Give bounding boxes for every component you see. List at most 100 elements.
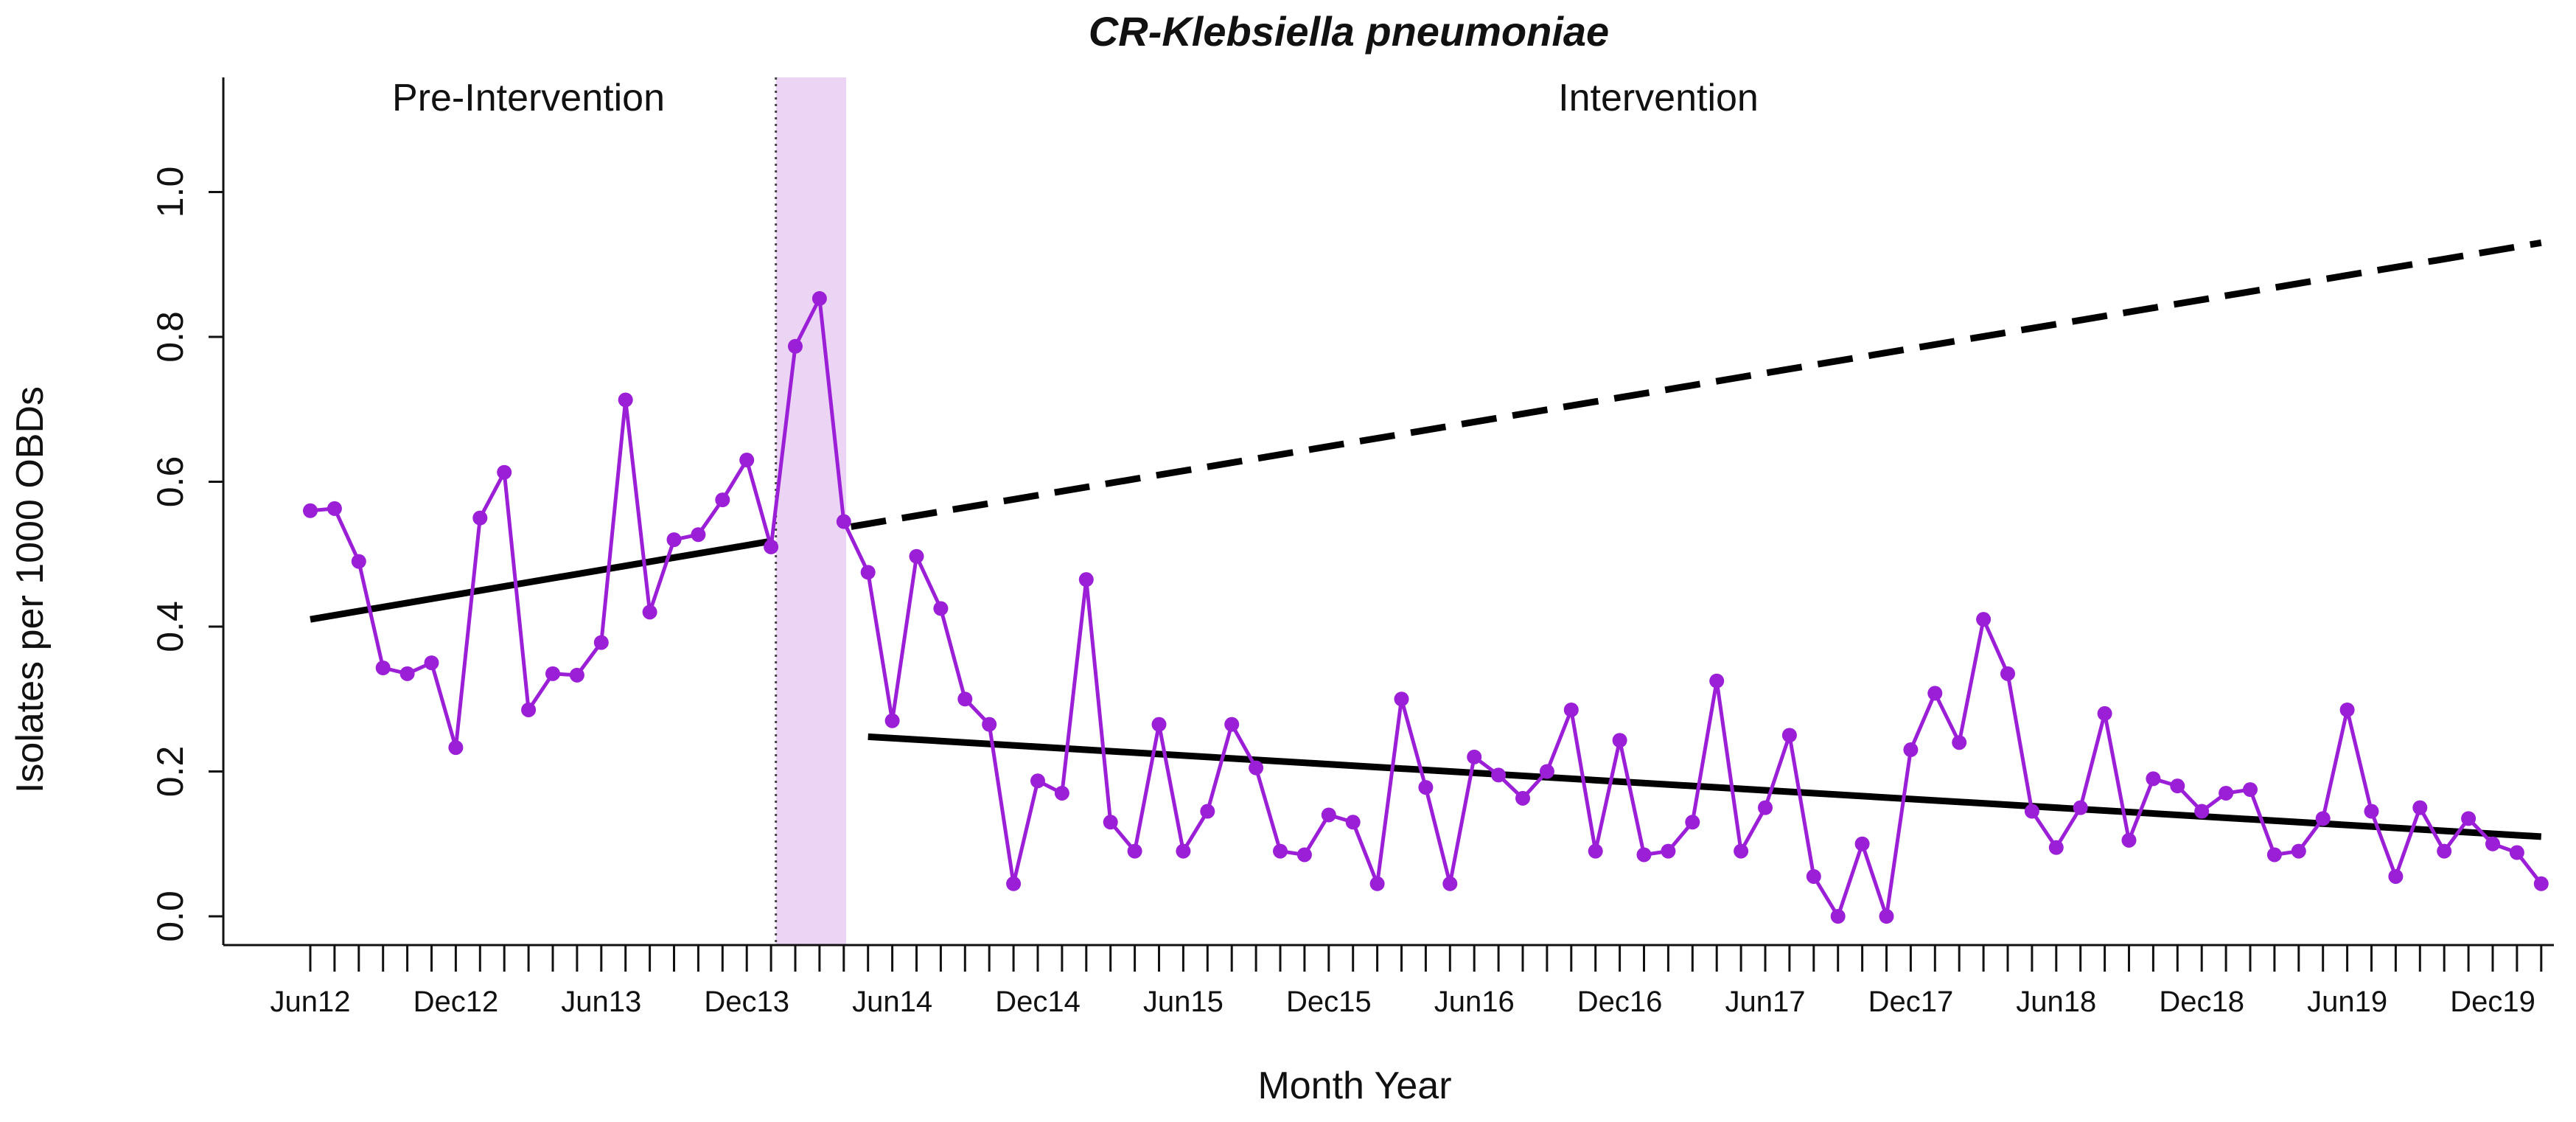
- y-tick-label: 1.0: [150, 167, 191, 218]
- data-point: [1661, 843, 1676, 859]
- data-point: [739, 453, 755, 468]
- data-point: [1903, 742, 1919, 758]
- data-point: [1418, 780, 1434, 795]
- y-tick-label: 0.0: [150, 891, 191, 942]
- chart-title: CR-Klebsiella pneumoniae: [1089, 8, 1609, 55]
- data-point: [2388, 868, 2404, 884]
- y-tick-label: 0.2: [150, 746, 191, 798]
- data-point: [982, 717, 997, 732]
- data-point: [1054, 785, 1069, 801]
- data-point: [472, 510, 488, 526]
- data-point: [2339, 702, 2355, 717]
- data-point: [399, 666, 415, 681]
- data-point: [2219, 785, 2234, 801]
- y-axis-label: Isolates per 1000 OBDs: [9, 386, 52, 793]
- data-point: [1854, 836, 1870, 851]
- data-point: [1200, 804, 1215, 819]
- data-point: [933, 601, 949, 616]
- data-point: [1394, 691, 1409, 707]
- data-point: [836, 514, 851, 529]
- data-point: [1734, 843, 1749, 859]
- data-point: [2412, 800, 2428, 815]
- data-point: [1345, 815, 1361, 830]
- data-point: [618, 392, 633, 408]
- data-point: [1976, 612, 1992, 627]
- data-point: [909, 548, 924, 564]
- x-tick-label: Jun16: [1434, 986, 1515, 1018]
- data-point: [691, 527, 706, 543]
- x-tick-label: Jun19: [2307, 986, 2387, 1018]
- data-point: [2024, 804, 2039, 819]
- data-point: [884, 713, 900, 728]
- data-point: [715, 492, 730, 508]
- y-tick-label: 0.4: [150, 601, 191, 652]
- data-point: [1588, 843, 1603, 859]
- x-axis-label: Month Year: [1257, 1064, 1451, 1107]
- pre-intervention-label: Pre-Intervention: [392, 77, 665, 119]
- data-point: [2315, 811, 2331, 826]
- x-tick-label: Dec14: [995, 986, 1081, 1018]
- data-point: [764, 539, 779, 554]
- data-point: [1321, 807, 1336, 823]
- data-point: [788, 338, 803, 354]
- data-point: [497, 464, 512, 480]
- x-tick-label: Dec12: [413, 986, 499, 1018]
- x-tick-label: Jun13: [561, 986, 641, 1018]
- x-tick-label: Dec15: [1286, 986, 1372, 1018]
- data-point: [1151, 717, 1167, 732]
- data-point: [1078, 572, 1094, 588]
- counterfactual-trend-line: [850, 239, 2542, 530]
- data-point: [1758, 800, 1773, 815]
- data-point: [957, 691, 973, 707]
- data-point: [2509, 845, 2524, 860]
- data-point: [1952, 735, 1967, 750]
- x-tick-label: Dec18: [2159, 986, 2244, 1018]
- data-point: [1030, 773, 1045, 789]
- data-point: [327, 501, 342, 516]
- data-point: [1781, 728, 1797, 743]
- data-point: [2485, 836, 2500, 851]
- data-point: [860, 565, 876, 580]
- data-point: [1709, 673, 1725, 689]
- x-tick-label: Jun14: [852, 986, 932, 1018]
- data-point: [1491, 767, 1507, 783]
- data-point: [424, 655, 439, 671]
- data-point: [642, 604, 657, 620]
- data-point: [2000, 666, 2015, 681]
- data-point: [2073, 800, 2088, 815]
- data-point: [521, 702, 537, 717]
- x-tick-label: Jun17: [1725, 986, 1806, 1018]
- data-point: [1515, 790, 1530, 806]
- data-point: [1612, 733, 1627, 748]
- data-point: [1636, 847, 1652, 863]
- data-point: [2437, 843, 2452, 859]
- data-point: [303, 503, 318, 518]
- data-point: [1467, 749, 1482, 764]
- transition-band: [775, 77, 847, 945]
- data-point: [1927, 686, 1943, 701]
- data-point: [2291, 843, 2306, 859]
- data-point: [1830, 909, 1846, 924]
- data-point: [375, 661, 391, 676]
- x-tick-label: Dec17: [1868, 986, 1954, 1018]
- data-point: [1296, 847, 1312, 863]
- data-point: [569, 667, 584, 683]
- data-point: [2194, 804, 2210, 819]
- data-point: [1006, 876, 1022, 891]
- data-point: [1879, 909, 1894, 924]
- data-point: [811, 290, 827, 306]
- x-tick-label: Dec19: [2450, 986, 2535, 1018]
- data-point: [1249, 760, 1264, 776]
- y-tick-label: 0.6: [150, 456, 191, 508]
- data-point: [593, 635, 609, 650]
- y-tick-label: 0.8: [150, 311, 191, 363]
- data-point: [2170, 778, 2185, 794]
- data-point: [1563, 702, 1579, 717]
- data-point: [1224, 717, 1240, 732]
- data-point: [1127, 843, 1142, 859]
- data-point: [2048, 840, 2064, 855]
- data-point: [1539, 764, 1554, 779]
- data-point: [1176, 843, 1191, 859]
- data-point: [2461, 811, 2476, 826]
